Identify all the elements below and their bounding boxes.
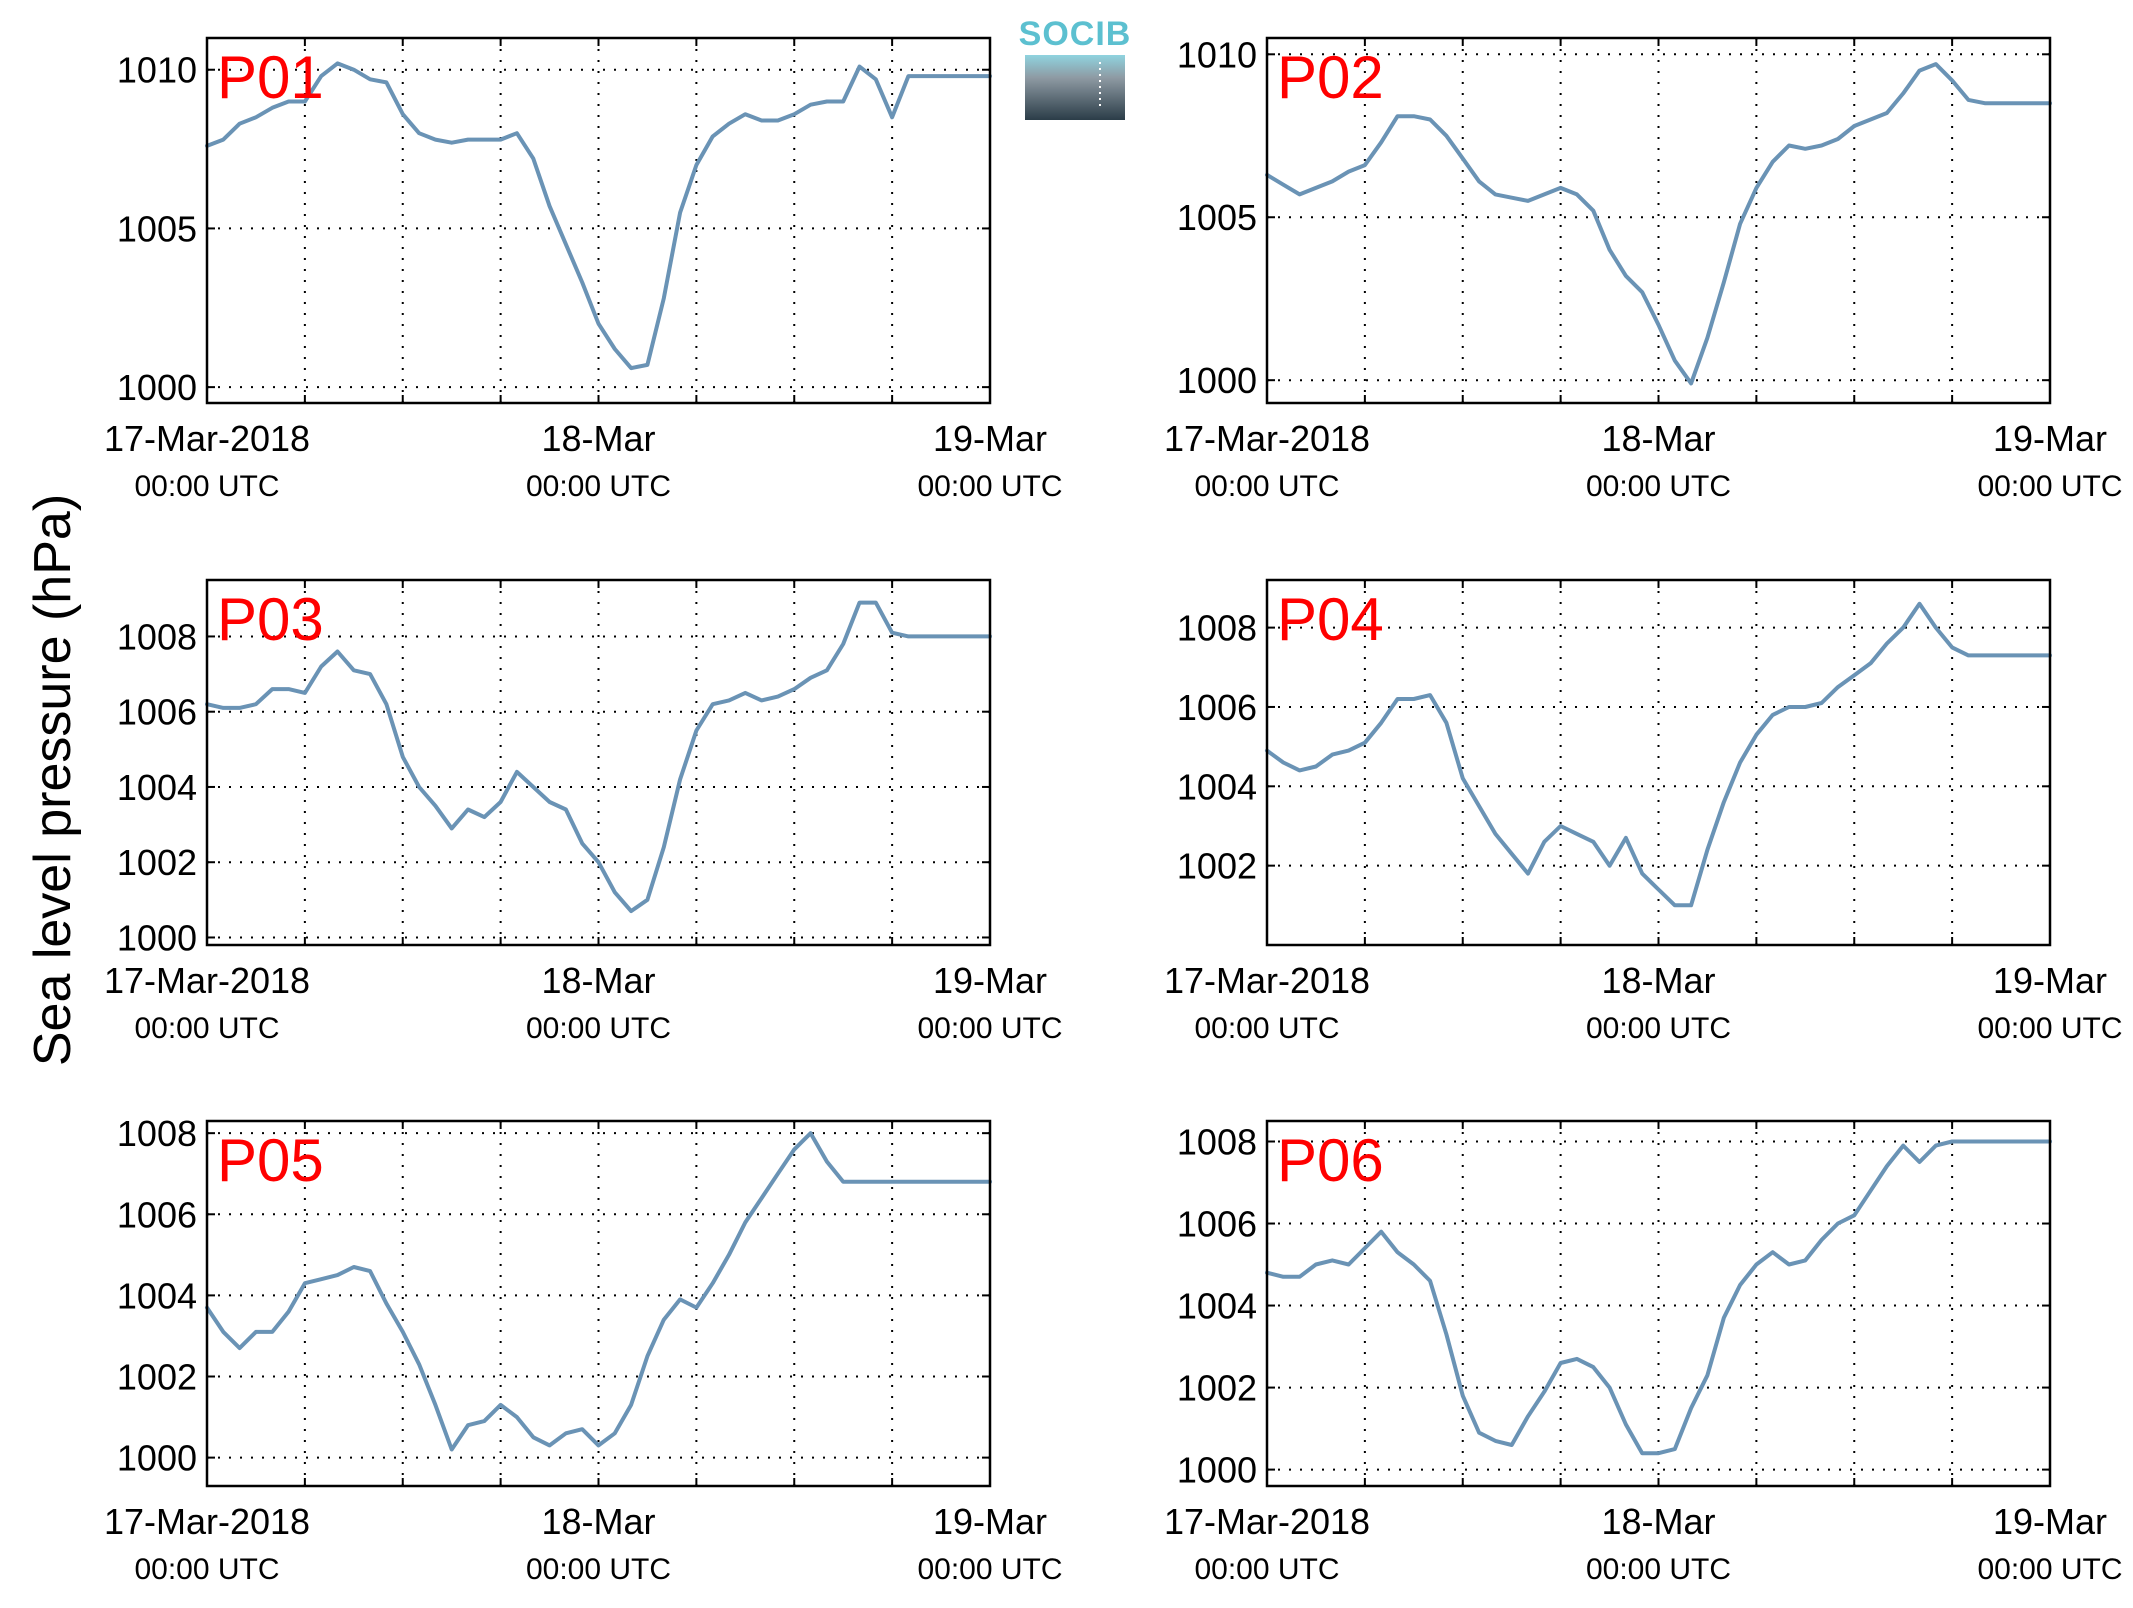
x-tick-sublabel: 00:00 UTC (134, 1553, 279, 1586)
x-tick-sublabel: 00:00 UTC (526, 1553, 671, 1586)
x-tick-sublabel: 00:00 UTC (1194, 1553, 1339, 1586)
y-tick-label: 1000 (1177, 360, 1257, 401)
x-tick-label: 19-Mar (1993, 1501, 2107, 1542)
x-tick-label: 17-Mar-2018 (104, 960, 310, 1001)
series-line-p02 (1265, 62, 2052, 386)
series-line-p04 (1265, 601, 2052, 908)
y-axis-label: Sea level pressure (hPa) (24, 494, 82, 1066)
y-tick-label: 1000 (117, 1438, 197, 1479)
panel-p05: 1000 1002 1004 1006 1008 17-Mar-2018 00:00 UTC… (104, 1113, 1063, 1586)
x-tick-label: 18-Mar (1601, 960, 1715, 1001)
series-line-p03 (205, 600, 992, 914)
panel-p03: 1000 1002 1004 1006 1008 17-Mar-2018 00:00 UTC… (104, 578, 1063, 1045)
socib-logo: SOCIB (1019, 15, 1132, 120)
x-tick-sublabel: 00:00 UTC (1194, 470, 1339, 503)
y-tick-label: 1008 (1177, 608, 1257, 649)
x-tick-sublabel: 00:00 UTC (1586, 470, 1731, 503)
x-tick-label: 17-Mar-2018 (1164, 1501, 1370, 1542)
station-label: P02 (1277, 44, 1384, 111)
panels: 1000 1005 1010 17-Mar-2018 00:00 UTC 18-Mar 00… (104, 34, 2123, 1586)
x-tick-sublabel: 00:00 UTC (1977, 470, 2122, 503)
x-tick-label: 17-Mar-2018 (104, 1501, 310, 1542)
station-label: P03 (217, 586, 324, 653)
y-tick-label: 1006 (117, 1194, 197, 1235)
y-tick-label: 1008 (117, 1113, 197, 1154)
axes-frame (1265, 1119, 2052, 1488)
x-tick-label: 19-Mar (933, 1501, 1047, 1542)
axes-frame (205, 1119, 992, 1488)
y-tick-label: 1006 (117, 692, 197, 733)
y-tick-label: 1006 (1177, 687, 1257, 728)
x-tick-label: 18-Mar (1601, 1501, 1715, 1542)
panel-p01: 1000 1005 1010 17-Mar-2018 00:00 UTC 18-Mar 00… (104, 36, 1063, 503)
x-tick-label: 18-Mar (541, 418, 655, 459)
y-tick-label: 1010 (1177, 34, 1257, 75)
x-tick-sublabel: 00:00 UTC (1194, 1012, 1339, 1045)
y-tick-label: 1000 (117, 917, 197, 958)
axes-frame (205, 36, 992, 405)
x-tick-sublabel: 00:00 UTC (917, 470, 1062, 503)
y-tick-label: 1002 (1177, 846, 1257, 887)
station-label: P05 (217, 1127, 324, 1194)
x-tick-label: 19-Mar (1993, 418, 2107, 459)
y-tick-label: 1005 (1177, 197, 1257, 238)
y-tick-label: 1004 (1177, 1286, 1257, 1327)
x-tick-sublabel: 00:00 UTC (134, 470, 279, 503)
axes-frame (205, 578, 992, 947)
y-tick-label: 1002 (117, 1357, 197, 1398)
y-tick-label: 1004 (117, 767, 197, 808)
y-tick-label: 1000 (117, 367, 197, 408)
panel-p02: 1000 1005 1010 17-Mar-2018 00:00 UTC 18-Mar 00… (1164, 34, 2123, 503)
y-tick-label: 1004 (1177, 766, 1257, 807)
x-tick-label: 17-Mar-2018 (104, 418, 310, 459)
y-tick-label: 1010 (117, 50, 197, 91)
x-tick-sublabel: 00:00 UTC (917, 1012, 1062, 1045)
station-label: P06 (1277, 1127, 1384, 1194)
x-tick-label: 19-Mar (933, 418, 1047, 459)
y-tick-label: 1002 (117, 842, 197, 883)
logo-text: SOCIB (1019, 15, 1132, 53)
y-tick-label: 1002 (1177, 1368, 1257, 1409)
x-tick-sublabel: 00:00 UTC (134, 1012, 279, 1045)
y-tick-label: 1008 (1177, 1122, 1257, 1163)
axes-frame (1265, 578, 2052, 947)
x-tick-label: 18-Mar (1601, 418, 1715, 459)
x-tick-label: 17-Mar-2018 (1164, 418, 1370, 459)
x-tick-label: 17-Mar-2018 (1164, 960, 1370, 1001)
station-label: P01 (217, 44, 324, 111)
axes-frame (1265, 36, 2052, 405)
logo-box (1025, 55, 1125, 120)
panel-p06: 1000 1002 1004 1006 1008 17-Mar-2018 00:00 UTC… (1164, 1119, 2123, 1586)
panel-p04: 1002 1004 1006 1008 17-Mar-2018 00:00 UTC 18-M… (1164, 578, 2123, 1045)
x-tick-sublabel: 00:00 UTC (1977, 1012, 2122, 1045)
y-tick-label: 1006 (1177, 1204, 1257, 1245)
x-tick-sublabel: 00:00 UTC (526, 1012, 671, 1045)
x-tick-sublabel: 00:00 UTC (1586, 1553, 1731, 1586)
y-tick-label: 1005 (117, 208, 197, 249)
series-line-p01 (205, 61, 992, 371)
y-tick-label: 1008 (117, 616, 197, 657)
ylabel: Sea level pressure (hPa) (24, 494, 82, 1066)
station-label: P04 (1277, 586, 1384, 653)
y-tick-label: 1004 (117, 1275, 197, 1316)
y-tick-label: 1000 (1177, 1450, 1257, 1491)
series-line-p05 (205, 1131, 992, 1452)
x-tick-label: 19-Mar (933, 960, 1047, 1001)
x-tick-label: 18-Mar (541, 1501, 655, 1542)
x-tick-label: 18-Mar (541, 960, 655, 1001)
x-tick-sublabel: 00:00 UTC (917, 1553, 1062, 1586)
series-line-p06 (1265, 1139, 2052, 1456)
x-tick-sublabel: 00:00 UTC (526, 470, 671, 503)
x-tick-label: 19-Mar (1993, 960, 2107, 1001)
x-tick-sublabel: 00:00 UTC (1977, 1553, 2122, 1586)
x-tick-sublabel: 00:00 UTC (1586, 1012, 1731, 1045)
